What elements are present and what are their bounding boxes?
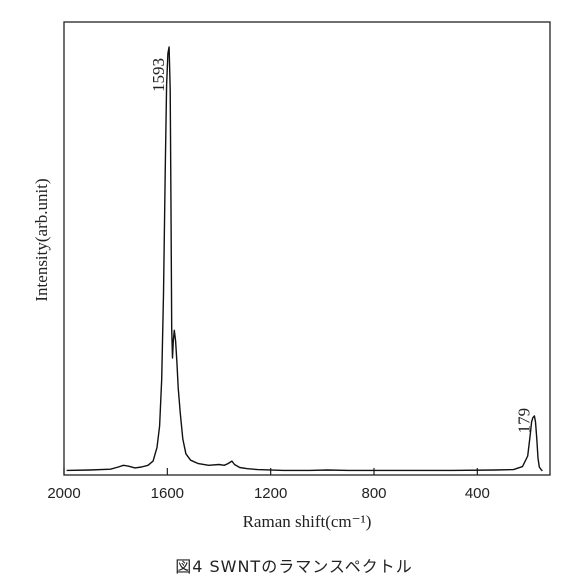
figure-caption: 図4 SWNTのラマンスペクトル bbox=[175, 557, 413, 576]
peak-label: 179 bbox=[514, 408, 533, 434]
peak-annotations: 1593 179 bbox=[149, 58, 533, 433]
peak-label: 1593 bbox=[149, 58, 168, 92]
x-tick-label: 1200 bbox=[254, 485, 287, 502]
x-tick-label: 2000 bbox=[47, 485, 80, 502]
raman-spectrum-chart: 2000 1600 1200 800 400 Intensity(arb.unit) R… bbox=[32, 21, 551, 531]
x-tick-label: 800 bbox=[361, 485, 386, 502]
x-axis-ticks: 2000 1600 1200 800 400 bbox=[47, 468, 490, 502]
x-tick-label: 400 bbox=[465, 485, 490, 502]
spectrum-line bbox=[66, 46, 543, 472]
y-axis-label: Intensity(arb.unit) bbox=[32, 178, 51, 301]
plot-frame bbox=[63, 21, 551, 476]
x-tick-label: 1600 bbox=[151, 485, 184, 502]
x-axis-label: Raman shift(cm⁻¹) bbox=[243, 512, 372, 531]
